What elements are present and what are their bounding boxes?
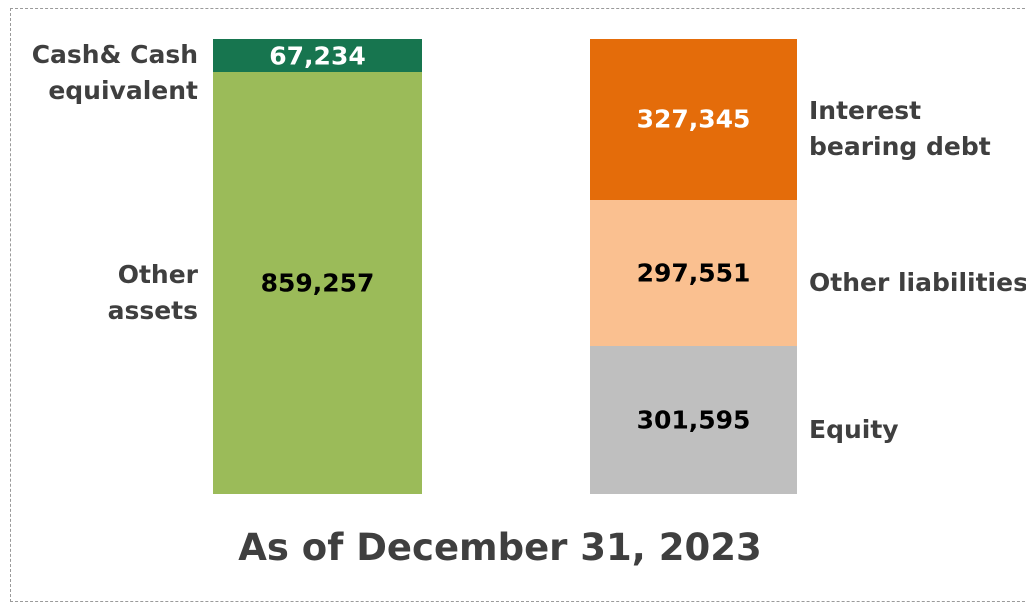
legend-label: Equity	[809, 414, 899, 444]
legend-label: Other liabilities	[809, 267, 1026, 297]
legend-label: Cash& Cash equivalent	[31, 40, 198, 105]
legend-label: Other assets	[107, 260, 198, 325]
bar-segment	[590, 345, 797, 494]
value-label: 301,595	[636, 405, 751, 435]
legend-label: Interest bearing debt	[809, 96, 991, 162]
frame	[10, 8, 1026, 602]
bar-segment	[590, 39, 797, 200]
value-label: 67,234	[269, 41, 366, 70]
bar-segment	[590, 199, 797, 346]
value-label: 859,257	[260, 268, 375, 298]
bar-segment	[213, 39, 422, 73]
bar-segment	[213, 72, 422, 494]
value-label: 297,551	[636, 258, 751, 288]
chart-title: As of December 31, 2023	[238, 526, 762, 569]
value-label: 327,345	[636, 104, 751, 134]
